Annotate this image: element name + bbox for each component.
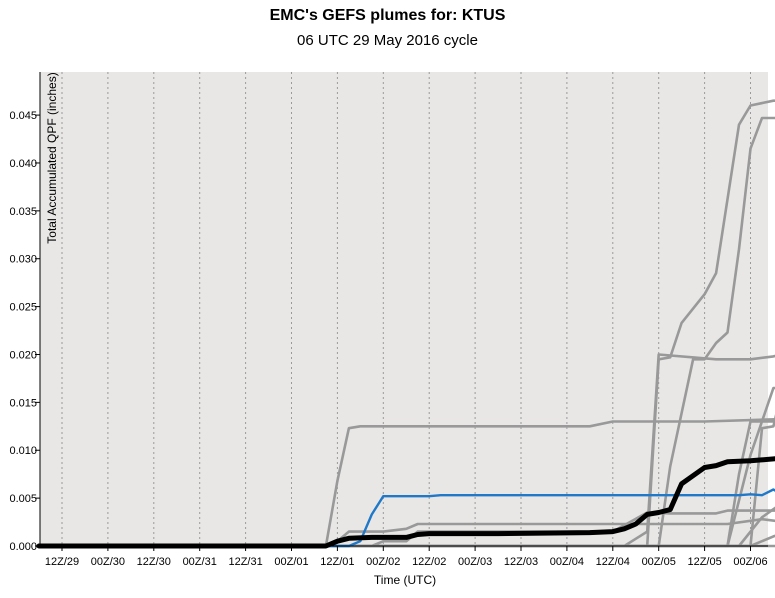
chart-title: EMC's GEFS plumes for: KTUS [269, 7, 506, 24]
member-line [37, 116, 775, 548]
x-tick-label: 12Z/03 [504, 556, 538, 568]
x-tick-label: 12Z/02 [412, 556, 446, 568]
y-tick-label: 0.035 [9, 206, 37, 218]
y-tick-label: 0.020 [9, 349, 37, 361]
x-tick-label: 00Z/03 [458, 556, 492, 568]
y-tick-label: 0.015 [9, 397, 37, 409]
y-tick-label: 0.040 [9, 158, 37, 170]
x-tick-label: 00Z/06 [733, 556, 767, 568]
x-tick-label: 00Z/02 [366, 556, 400, 568]
y-tick-label: 0.005 [9, 493, 37, 505]
y-tick-label: 0.000 [9, 541, 37, 553]
x-tick-label: 00Z/31 [183, 556, 217, 568]
plot-background [40, 72, 768, 546]
x-tick-label: 00Z/04 [550, 556, 584, 568]
x-tick-label: 00Z/01 [274, 556, 308, 568]
x-tick-label: 12Z/01 [320, 556, 354, 568]
x-tick-label: 12Z/29 [45, 556, 79, 568]
x-axis-title: Time (UTC) [374, 573, 436, 587]
x-tick-label: 12Z/04 [596, 556, 630, 568]
y-tick-label: 0.010 [9, 445, 37, 457]
chart-subtitle: 06 UTC 29 May 2016 cycle [297, 32, 478, 49]
x-tick-label: 12Z/30 [137, 556, 171, 568]
y-axis-title: Total Accumulated QPF (inches) [45, 72, 59, 243]
mean-line [36, 456, 775, 549]
y-tick-label: 0.045 [9, 110, 37, 122]
member-line [37, 353, 775, 548]
y-tick-label: 0.030 [9, 254, 37, 266]
member-line [37, 99, 775, 548]
x-tick-label: 00Z/05 [642, 556, 676, 568]
y-tick-label: 0.025 [9, 302, 37, 314]
x-tick-label: 00Z/30 [91, 556, 125, 568]
member-line [37, 414, 775, 548]
x-tick-label: 12Z/31 [228, 556, 262, 568]
x-tick-label: 12Z/05 [687, 556, 721, 568]
member-line [37, 417, 775, 548]
